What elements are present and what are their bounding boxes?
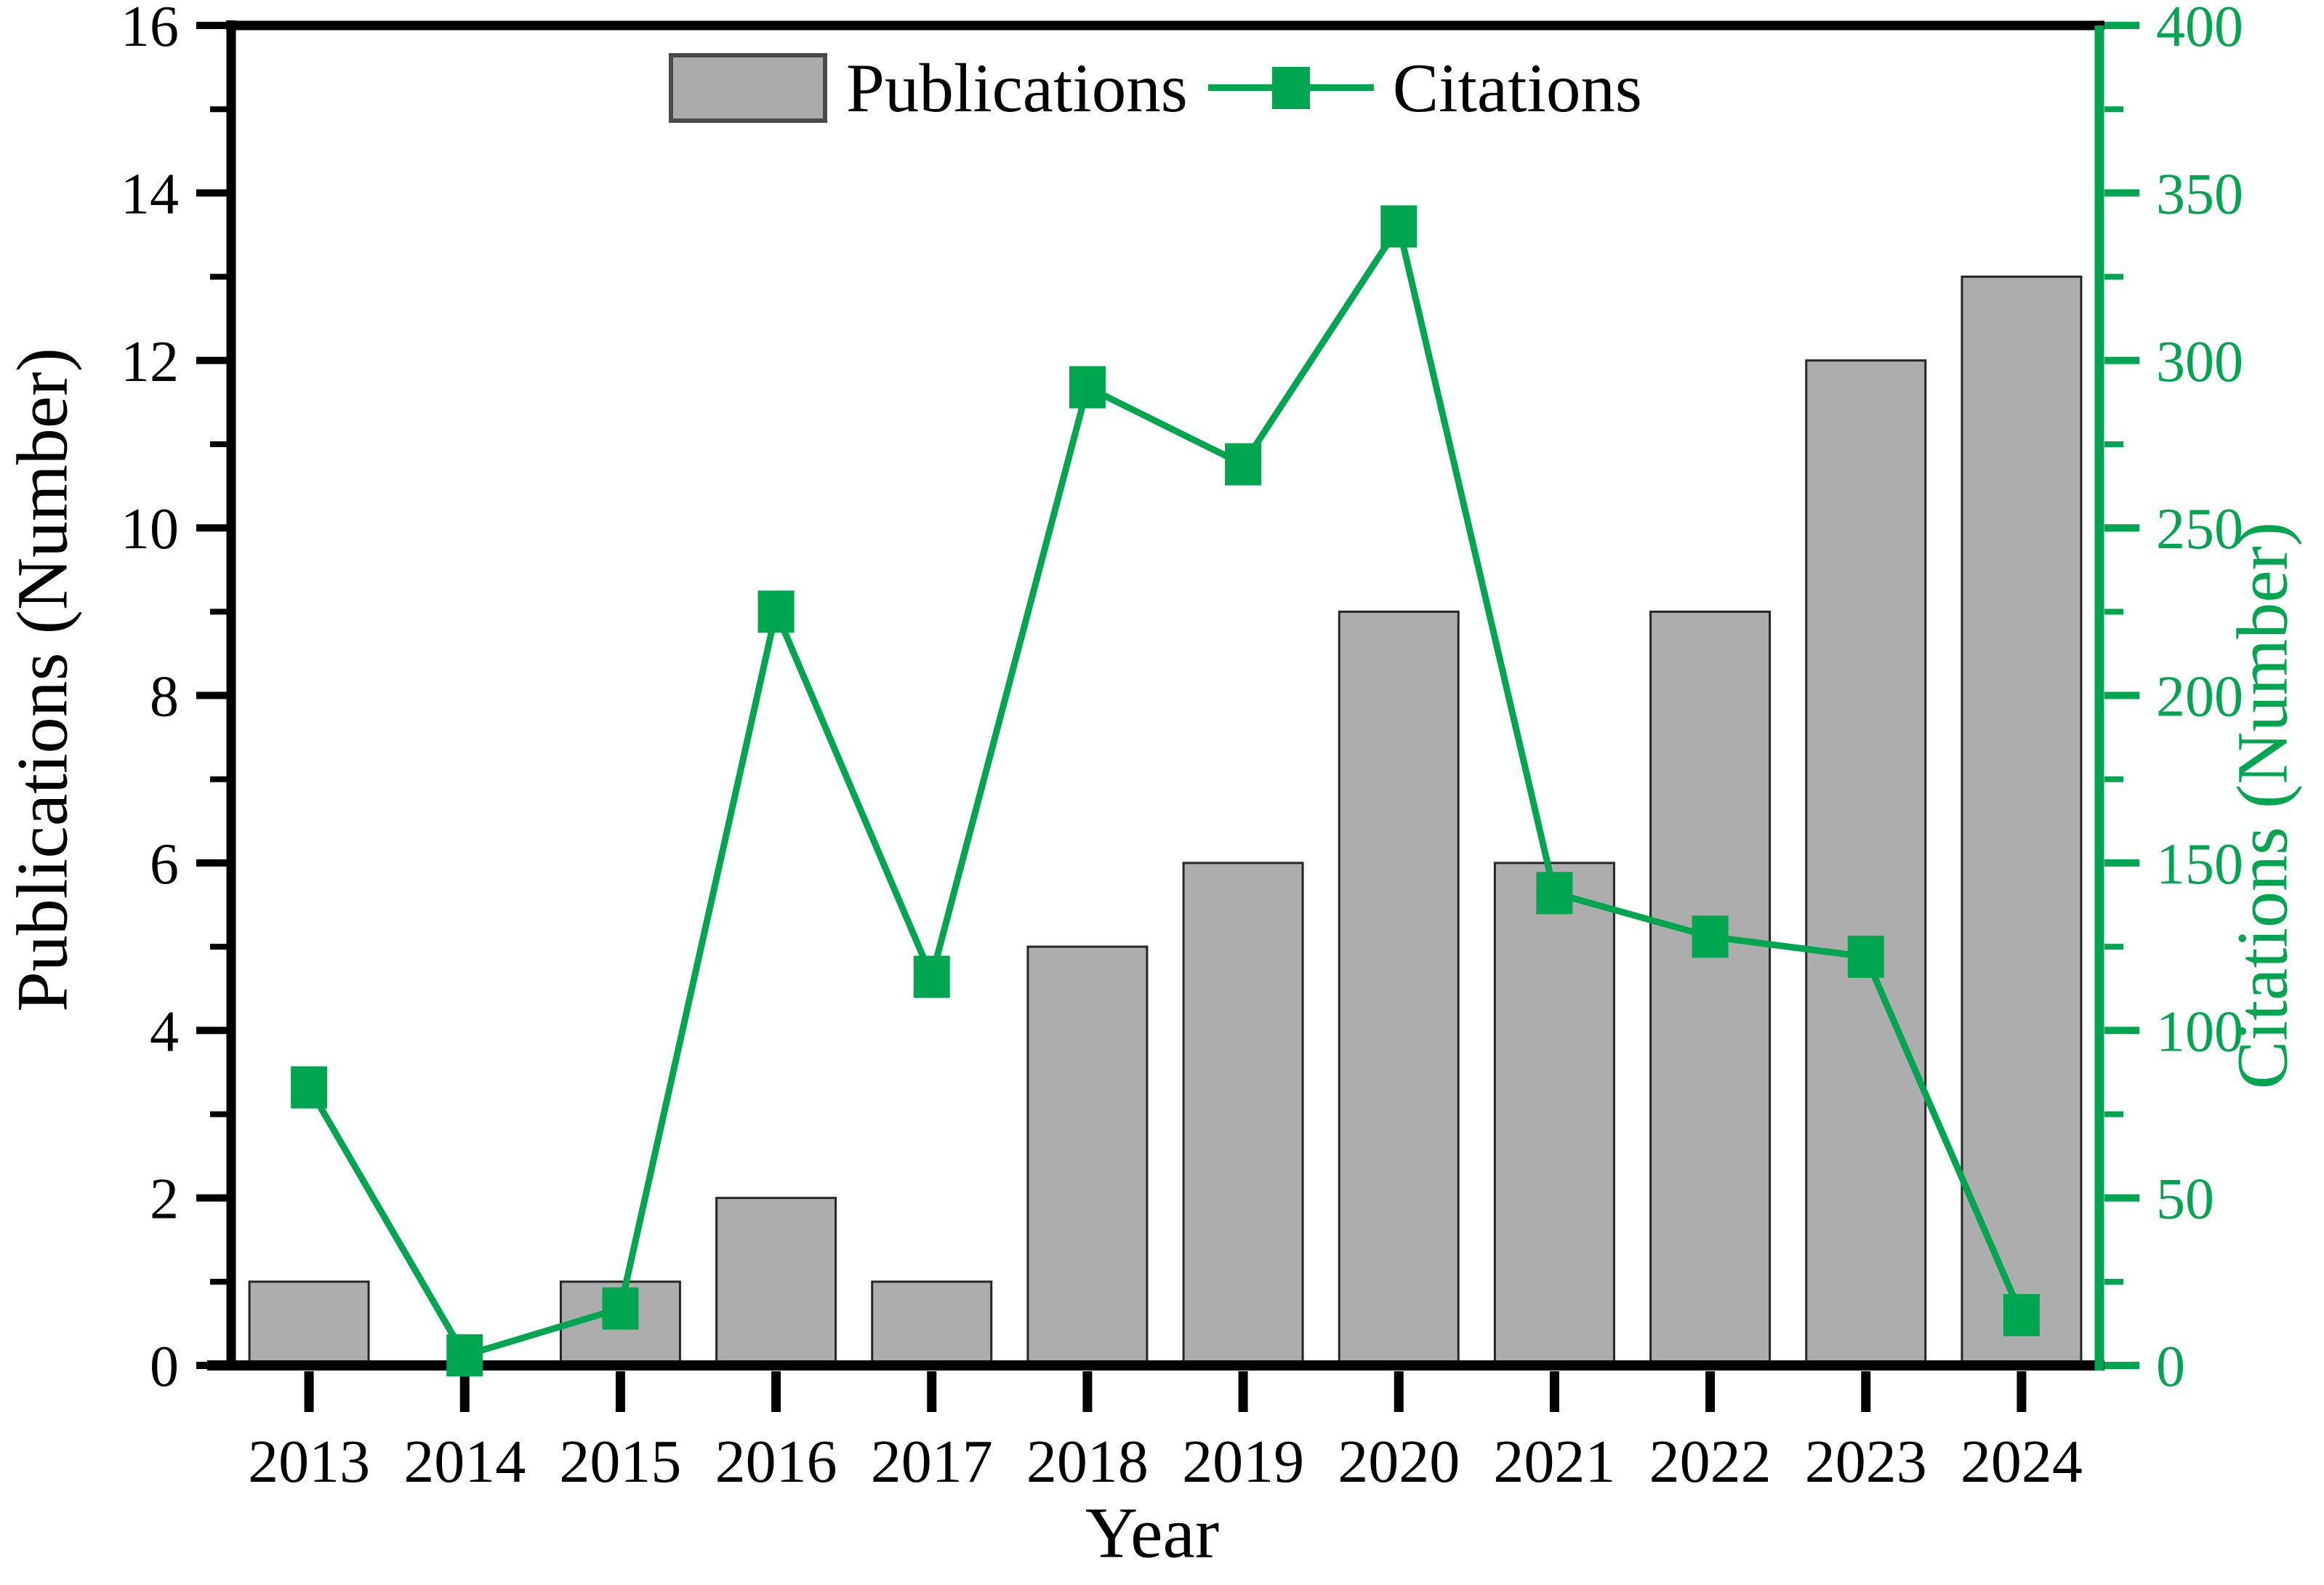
citations-legend-label: Citations	[1392, 49, 1642, 127]
bar-2021	[1493, 862, 1615, 1367]
citations-marker-2016	[757, 590, 795, 633]
bar-2022	[1649, 610, 1772, 1367]
x-tick-label: 2014	[403, 1428, 526, 1496]
right-axis-title: Citations (Number)	[2222, 521, 2303, 1090]
bar-2016	[715, 1197, 837, 1367]
citations-marker-2014	[446, 1334, 483, 1377]
right-tick-label: 0	[2156, 1335, 2185, 1399]
x-tick-label: 2019	[1182, 1428, 1304, 1496]
bar-2019	[1182, 862, 1304, 1367]
citations-marker-2020	[1380, 205, 1418, 248]
citations-marker-2022	[1692, 915, 1729, 958]
bar-2017	[871, 1280, 993, 1367]
citations-marker-2017	[913, 955, 950, 998]
x-tick-label: 2015	[559, 1428, 681, 1496]
citations-marker-2013	[291, 1066, 328, 1109]
left-tick-label: 10	[121, 497, 179, 561]
left-tick-label: 6	[150, 832, 179, 896]
citations-marker-2023	[1847, 935, 1884, 978]
left-tick-label: 16	[121, 0, 179, 59]
x-tick-label: 2013	[248, 1428, 370, 1496]
right-tick-label: 250	[2156, 497, 2243, 561]
x-tick-label: 2023	[1805, 1428, 1927, 1496]
bar-2013	[248, 1280, 370, 1367]
x-tick-label: 2018	[1026, 1428, 1149, 1496]
bar-2020	[1338, 610, 1460, 1367]
left-tick-label: 14	[121, 162, 179, 226]
right-tick-label: 100	[2156, 1000, 2243, 1064]
citations-line	[306, 218, 2025, 1360]
left-tick-label: 4	[150, 1000, 179, 1064]
left-tick-label: 2	[150, 1168, 179, 1232]
citations-marker-2018	[1069, 366, 1106, 409]
x-tick-label: 2017	[871, 1428, 993, 1496]
ticks-group: 0 2 4 6 8 10 12 14 16 0 50 100 150 200 250 300 350 400 201…	[121, 0, 2243, 1496]
publications-legend-label: Publications	[846, 49, 1188, 127]
right-tick-label: 400	[2156, 0, 2243, 59]
right-tick-label: 300	[2156, 330, 2243, 394]
right-tick-label: 200	[2156, 665, 2243, 729]
bar-2018	[1026, 945, 1149, 1367]
legend-square-marker-icon	[1271, 67, 1310, 109]
bar-2024	[1961, 276, 2083, 1367]
citations-marker-2021	[1536, 872, 1573, 915]
x-tick-label: 2016	[715, 1428, 837, 1496]
citations-series-group	[291, 205, 2040, 1377]
citations-marker-2024	[2003, 1293, 2040, 1336]
x-tick-label: 2022	[1649, 1428, 1772, 1496]
left-axis-title: Publications (Number)	[1, 348, 83, 1012]
right-tick-label: 50	[2156, 1168, 2214, 1232]
x-axis-title: Year	[1085, 1492, 1220, 1573]
publications-legend-swatch	[669, 53, 827, 123]
citations-marker-2015	[602, 1287, 639, 1330]
citations-legend-marker	[1207, 52, 1374, 124]
left-tick-label: 0	[150, 1335, 179, 1399]
legend: Publications Citations	[669, 48, 1642, 128]
right-tick-label: 350	[2156, 162, 2243, 226]
x-tick-label: 2024	[1961, 1428, 2083, 1496]
right-tick-label: 150	[2156, 832, 2243, 896]
bar-2023	[1805, 359, 1927, 1367]
spines-group	[207, 20, 2104, 1371]
citations-marker-2019	[1225, 443, 1262, 486]
x-tick-label: 2020	[1338, 1428, 1460, 1496]
x-tick-label: 2021	[1493, 1428, 1615, 1496]
bars-group	[248, 276, 2083, 1367]
left-tick-label: 12	[121, 330, 179, 394]
left-tick-label: 8	[150, 665, 179, 729]
